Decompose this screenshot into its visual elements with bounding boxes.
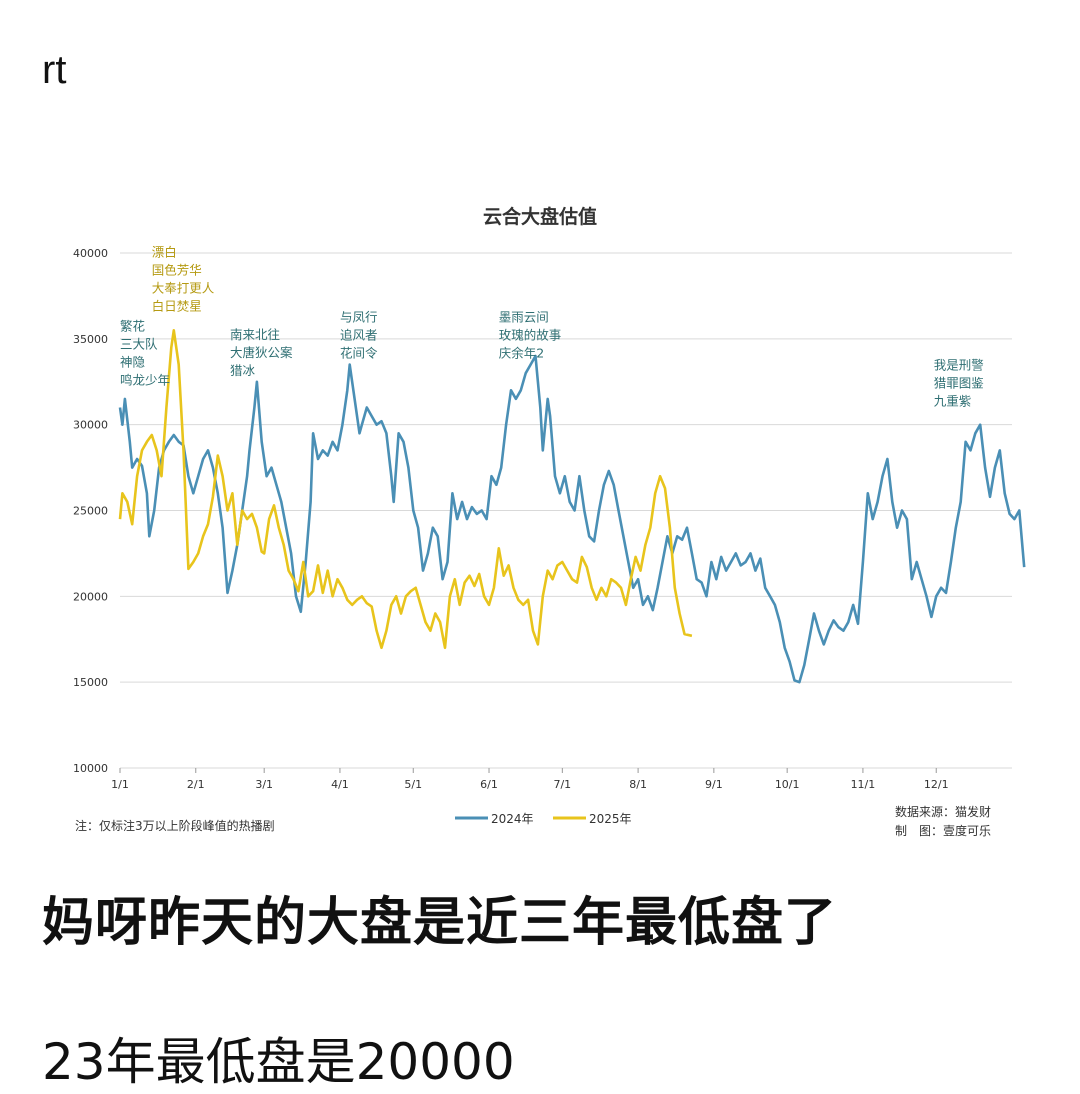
series-line-2025	[118, 329, 693, 650]
annotation-label: 神隐	[120, 354, 145, 369]
x-tick-label: 3/1	[255, 778, 273, 791]
y-tick-label: 40000	[73, 247, 108, 260]
y-tick-label: 20000	[73, 590, 108, 603]
y-tick-label: 15000	[73, 676, 108, 689]
x-tick-label: 2/1	[187, 778, 205, 791]
y-tick-label: 35000	[73, 333, 108, 346]
chart-container: 云合大盘估值 10000 15000 20000 25000 30000 35000 400…	[50, 185, 1030, 840]
x-tick-label: 5/1	[404, 778, 422, 791]
annotation-label: 墨雨云间	[499, 310, 549, 325]
annotation-label: 南来北往	[230, 327, 280, 342]
annotation-label: 追风者	[340, 328, 378, 343]
x-tick-label: 11/1	[851, 778, 876, 791]
x-tick-label: 12/1	[924, 778, 949, 791]
annotation-label: 漂白	[152, 244, 177, 259]
annotation-label: 猎冰	[230, 363, 256, 378]
x-tick-label: 4/1	[331, 778, 349, 791]
x-tick-label: 6/1	[480, 778, 498, 791]
annotation-label: 我是刑警	[934, 358, 984, 373]
post-body-text: 23年最低盘是20000	[42, 1033, 515, 1091]
series-line-2024	[118, 354, 1026, 684]
legend-label-2024: 2024年	[491, 812, 534, 826]
annotation-label: 与凤行	[340, 310, 378, 325]
x-tick-label: 9/1	[705, 778, 723, 791]
x-tick-label: 8/1	[629, 778, 647, 791]
y-tick-label: 10000	[73, 762, 108, 775]
x-tick-label: 1/1	[111, 778, 129, 791]
post-caption: 妈呀昨天的大盘是近三年最低盘了	[42, 893, 838, 953]
source-line-2: 制 图：壹度可乐	[895, 823, 991, 838]
annotation-label: 大唐狄公案	[230, 345, 293, 360]
y-tick-label: 30000	[73, 419, 108, 432]
legend-label-2025: 2025年	[589, 812, 632, 826]
annotation-label: 玫瑰的故事	[499, 328, 562, 343]
chart-title: 云合大盘估值	[483, 205, 597, 228]
annotation-label: 白日焚星	[152, 298, 202, 313]
annotation-label: 九重紫	[934, 394, 972, 409]
annotation-label: 鸣龙少年	[120, 372, 170, 387]
x-tick-label: 10/1	[775, 778, 800, 791]
source-line-1: 数据来源：猫发财	[895, 804, 991, 819]
annotation-label: 大奉打更人	[152, 280, 215, 295]
chart-note: 注：仅标注3万以上阶段峰值的热播剧	[75, 818, 275, 833]
annotation-label: 国色芳华	[152, 262, 202, 277]
y-tick-label: 25000	[73, 505, 108, 518]
post-title: rt	[42, 48, 67, 92]
annotation-label: 猎罪图鉴	[934, 376, 985, 391]
annotation-label: 庆余年2	[499, 346, 544, 361]
line-chart: 云合大盘估值 10000 15000 20000 25000 30000 35000 400…	[73, 205, 1026, 838]
annotation-label: 繁花	[120, 318, 145, 333]
annotation-label: 花间令	[340, 346, 378, 361]
x-tick-label: 7/1	[553, 778, 571, 791]
annotation-label: 三大队	[120, 336, 158, 351]
legend: 2024年 2025年	[455, 812, 632, 826]
